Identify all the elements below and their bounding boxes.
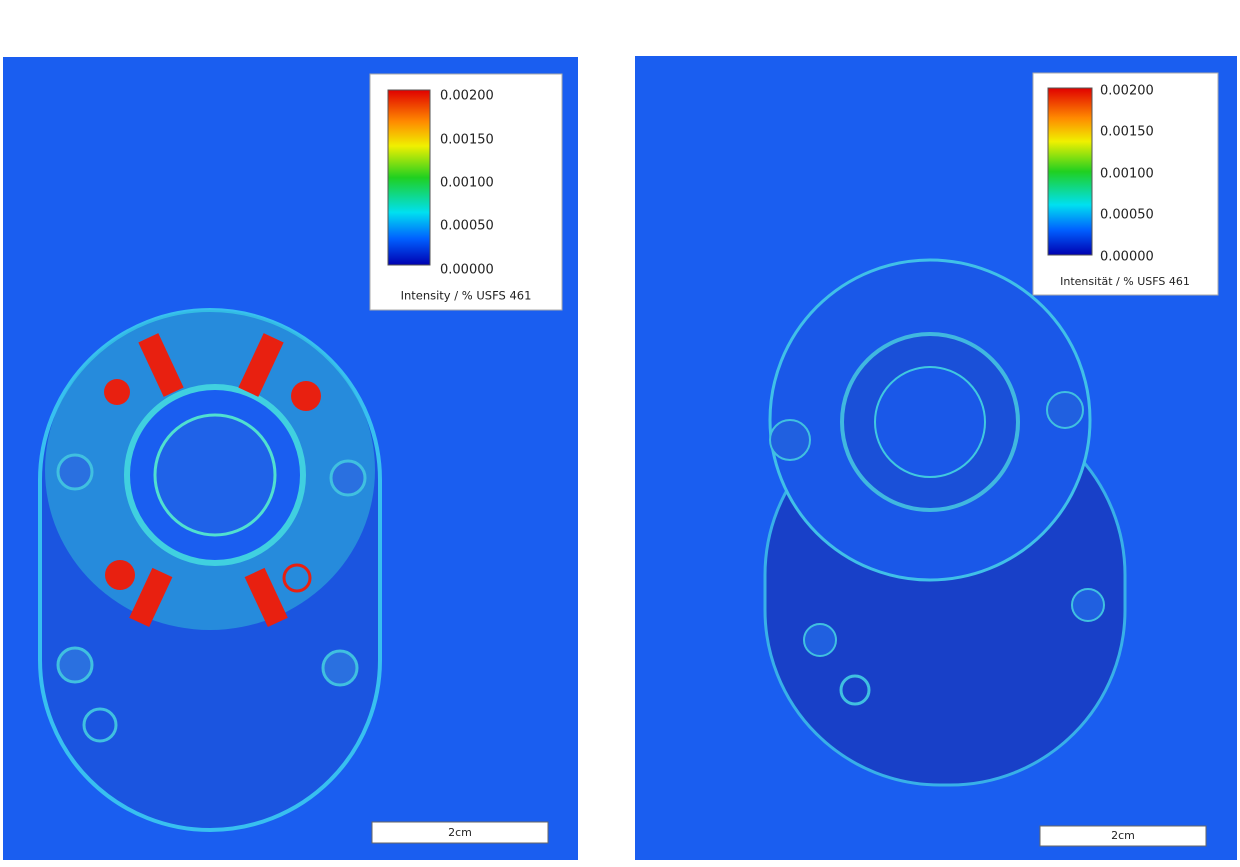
legend-tick: 0.00200 [1100, 84, 1154, 99]
legend-tick: 0.00050 [1100, 208, 1154, 223]
colorbar [387, 89, 431, 266]
legend-tick: 0.00100 [1100, 167, 1154, 182]
legend-tick: 0.00050 [440, 219, 494, 234]
legend-tick: 0.00150 [1100, 125, 1154, 140]
legend-right: 0.00200 0.00150 0.00100 0.00050 0.00000 … [1032, 72, 1219, 296]
scalebar-label: 2cm [448, 826, 472, 839]
scalebar-label: 2cm [1111, 829, 1135, 842]
legend-label: Intensity / % USFS 461 [401, 289, 532, 303]
legend-tick: 0.00100 [440, 176, 494, 191]
legend-tick: 0.00200 [440, 89, 494, 104]
scalebar-right: 2cm [1039, 825, 1207, 847]
legend-tick: 0.00150 [440, 133, 494, 148]
colorbar [1047, 87, 1093, 256]
legend-tick: 0.00000 [440, 263, 494, 278]
legend-label: Intensität / % USFS 461 [1060, 275, 1190, 288]
legend-left: 0.00200 0.00150 0.00100 0.00050 0.00000 … [369, 73, 563, 311]
scalebar-left: 2cm [371, 821, 549, 844]
legend-tick: 0.00000 [1100, 250, 1154, 265]
